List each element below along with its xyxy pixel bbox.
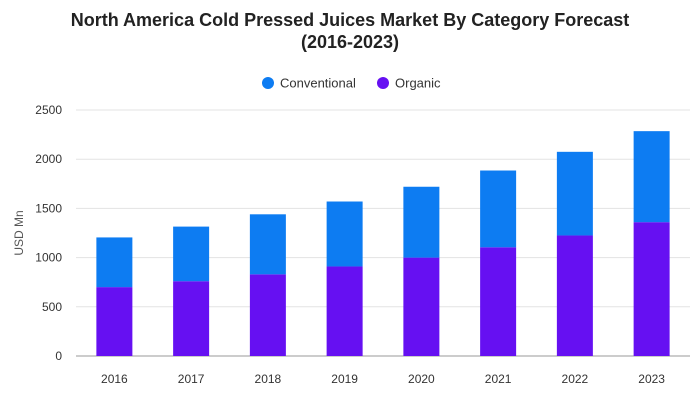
y-tick-label: 2000 [35,152,62,166]
bar-conventional-2020 [403,186,440,258]
bar-organic-2017 [173,281,210,356]
x-tick-label: 2017 [178,372,205,386]
bar-organic-2018 [249,274,286,356]
y-axis-ticks: 0 500 1000 1500 2000 2500 [35,103,62,363]
y-tick-label: 500 [42,300,62,314]
legend-label-organic: Organic [395,76,441,91]
bars [96,131,670,356]
y-tick-label: 1500 [35,201,62,215]
chart-subtitle: (2016-2023) [301,32,399,52]
legend-label-conventional: Conventional [280,76,356,91]
y-axis-title: USD Mn [12,210,26,255]
x-tick-label: 2019 [331,372,358,386]
bar-conventional-2021 [480,170,517,248]
bar-conventional-2016 [96,237,133,288]
bar-conventional-2022 [556,151,593,236]
y-tick-label: 0 [55,349,62,363]
x-tick-label: 2020 [408,372,435,386]
legend-marker-organic [377,77,389,89]
x-tick-label: 2023 [638,372,665,386]
bar-conventional-2023 [633,131,670,223]
y-tick-label: 1000 [35,251,62,265]
bar-conventional-2017 [173,226,210,282]
bar-organic-2016 [96,287,133,356]
x-tick-label: 2018 [255,372,282,386]
legend-marker-conventional [262,77,274,89]
x-tick-label: 2021 [485,372,512,386]
x-tick-label: 2016 [101,372,128,386]
x-axis-ticks: 2016 2017 2018 2019 2020 2021 2022 2023 [101,372,665,386]
chart-title: North America Cold Pressed Juices Market… [71,10,630,30]
x-tick-label: 2022 [562,372,589,386]
bar-conventional-2019 [326,201,363,267]
bar-conventional-2018 [249,214,286,275]
bar-organic-2023 [633,222,670,356]
bar-organic-2021 [480,247,517,356]
grid-lines [76,109,690,357]
bar-organic-2020 [403,257,440,356]
legend: Conventional Organic [262,76,441,91]
bar-organic-2019 [326,266,363,356]
bar-organic-2022 [556,235,593,356]
y-tick-label: 2500 [35,103,62,117]
